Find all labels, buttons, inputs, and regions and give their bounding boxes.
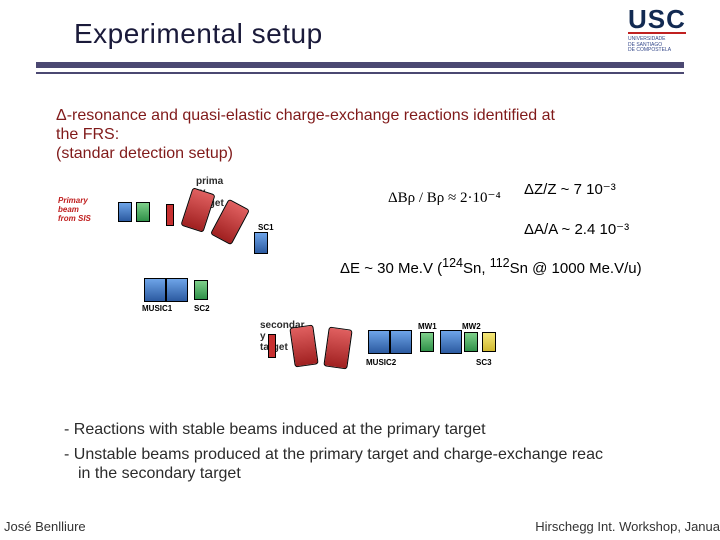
det-music2a — [368, 330, 390, 354]
dipole-3 — [289, 325, 318, 368]
slide-title: Experimental setup — [74, 18, 323, 50]
intro-text: Δ-resonance and quasi-elastic charge-exc… — [56, 106, 662, 164]
label-sc2: SC2 — [194, 304, 210, 313]
title-rule-thin — [36, 72, 684, 74]
eq-dz: ΔZ/Z ~ 7 10⁻³ — [524, 180, 616, 198]
de-sup1: 124 — [442, 256, 463, 270]
bullet-2b: in the secondary target — [78, 465, 241, 482]
label-music2: MUSIC2 — [366, 358, 396, 367]
title-rule-thick — [36, 62, 684, 68]
label-mw1: MW1 — [418, 322, 437, 331]
det-music1b — [166, 278, 188, 302]
det-music2b — [390, 330, 412, 354]
label-mw2: MW2 — [462, 322, 481, 331]
footer-author: José Benlliure — [4, 519, 86, 534]
logo-university: UNIVERSIDADE DE SANTIAGO DE COMPOSTELA — [628, 37, 710, 54]
eq-brho: ΔBρ / Bρ ≈ 2·10⁻⁴ — [388, 188, 501, 207]
label-sc1: SC1 — [258, 223, 274, 232]
intro-line: Δ-resonance and quasi-elastic charge-exc… — [56, 107, 555, 124]
de-mid: Sn, — [463, 260, 490, 277]
bullet-list: - Reactions with stable beams induced at… — [64, 414, 710, 490]
det-sc2 — [194, 280, 208, 300]
dipole-4 — [323, 327, 352, 370]
de-pre: ΔE ~ 30 Me.V ( — [340, 260, 442, 277]
bullet-1: - Reactions with stable beams induced at… — [64, 420, 710, 439]
eq-de: ΔE ~ 30 Me.V (124Sn, 112Sn @ 1000 Me.V/u… — [340, 256, 642, 277]
det-mw1 — [420, 332, 434, 352]
de-sup2: 112 — [490, 256, 510, 270]
label-music1: MUSIC1 — [142, 304, 172, 313]
de-post: Sn @ 1000 Me.V/u) — [510, 260, 642, 277]
intro-line: the FRS: — [56, 126, 119, 143]
det-mw2 — [464, 332, 478, 352]
eq-da: ΔA/A ~ 2.4 10⁻³ — [524, 220, 629, 238]
footer-event: Hirschegg Int. Workshop, Janua — [535, 519, 720, 534]
det-sc1 — [254, 232, 268, 254]
usc-logo: USC UNIVERSIDADE DE SANTIAGO DE COMPOSTE… — [628, 6, 710, 54]
logo-acronym: USC — [628, 6, 686, 34]
beam-in-label: Primarybeamfrom SIS — [58, 196, 91, 223]
bullet-2a: - Unstable beams produced at the primary… — [64, 446, 603, 463]
logo-line: DE COMPOSTELA — [628, 47, 671, 53]
det-sc3 — [482, 332, 496, 352]
det-extra — [440, 330, 462, 354]
bullet-2: - Unstable beams produced at the primary… — [64, 445, 710, 483]
det-sc0a — [118, 202, 132, 222]
det-music1a — [144, 278, 166, 302]
dipole-2 — [210, 199, 250, 246]
frs-schematic: Primarybeamfrom SIS SC1 MUSIC1 SC2 MUSIC… — [58, 178, 498, 378]
det-sc0b — [136, 202, 150, 222]
primary-target — [166, 204, 174, 226]
label-sc3: SC3 — [476, 358, 492, 367]
dipole-1 — [180, 187, 215, 232]
intro-line: (standar detection setup) — [56, 145, 233, 162]
secondary-target — [268, 334, 276, 358]
